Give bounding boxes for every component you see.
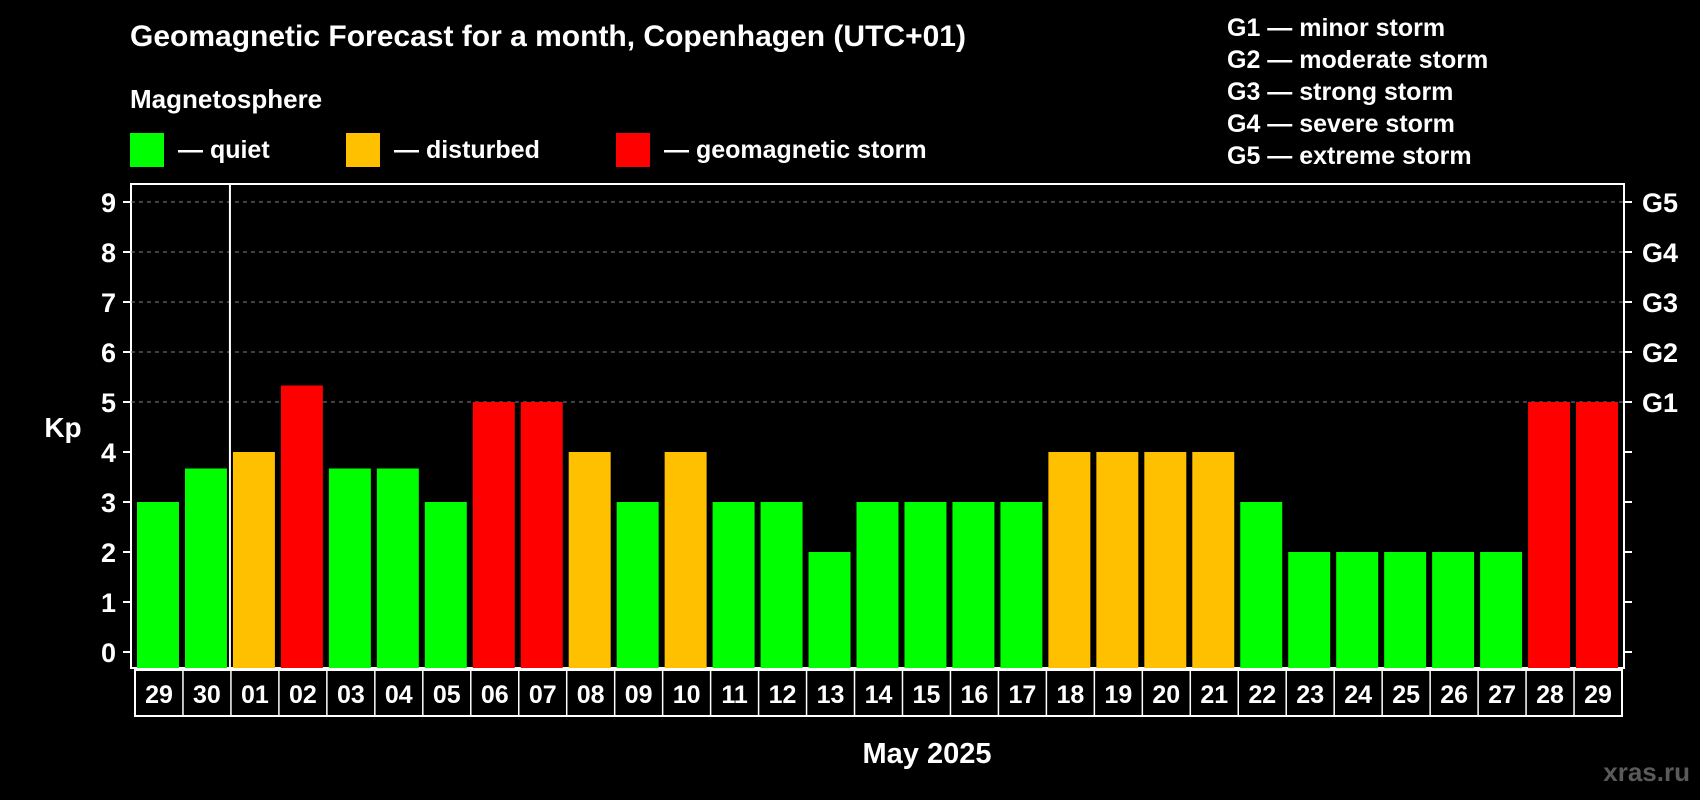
x-tick-label: 29	[1584, 681, 1612, 709]
x-tick-label: 11	[721, 681, 748, 709]
bar-29	[1528, 402, 1571, 668]
legend-item-disturbed: — disturbed	[346, 133, 540, 167]
x-tick-label: 15	[913, 681, 941, 709]
x-tick-label: 10	[673, 681, 701, 709]
x-tick-label: 06	[481, 681, 509, 709]
bar-0	[137, 502, 179, 668]
legend-label-quiet: — quiet	[178, 135, 270, 164]
bar-12	[712, 502, 755, 668]
bar-30	[1576, 402, 1618, 668]
bar-13	[760, 502, 803, 668]
x-tick-label: 24	[1344, 681, 1372, 709]
bar-9	[568, 452, 611, 668]
storm-level-g4: G4 — severe storm	[1227, 110, 1455, 138]
legend-swatch-storm	[616, 133, 650, 167]
bar-10	[616, 502, 659, 668]
bar-8	[520, 402, 563, 668]
x-tick-label: 23	[1296, 681, 1324, 709]
right-axis-label: G3	[1642, 288, 1678, 318]
legend-label-disturbed: — disturbed	[394, 135, 540, 164]
bar-4	[328, 468, 371, 668]
bar-16	[904, 502, 947, 668]
y-tick-label: 0	[101, 638, 116, 668]
y-tick-label: 4	[101, 438, 116, 468]
x-tick-label: 12	[769, 681, 797, 709]
y-tick-label: 9	[101, 188, 116, 218]
x-tick-label: 05	[433, 681, 461, 709]
x-axis-label: May 2025	[863, 738, 992, 770]
legend-heading: Magnetosphere	[130, 84, 323, 114]
bar-15	[856, 502, 899, 668]
bar-7	[472, 402, 515, 668]
legend-swatch-disturbed	[346, 133, 380, 167]
x-label-box	[134, 669, 1623, 717]
storm-level-legend: G1 — minor storm G2 — moderate storm G3 …	[1227, 12, 1488, 172]
right-axis-label: G2	[1642, 338, 1678, 368]
x-tick-label: 02	[289, 681, 317, 709]
x-tick-label: 21	[1200, 681, 1228, 709]
bar-27	[1432, 552, 1475, 668]
bar-24	[1288, 552, 1331, 668]
x-tick-label: 27	[1488, 681, 1516, 709]
legend-item-storm: — geomagnetic storm	[616, 133, 927, 167]
legend-label-storm: — geomagnetic storm	[664, 135, 927, 164]
chart-title: Geomagnetic Forecast for a month, Copenh…	[130, 20, 966, 53]
x-tick-label: 19	[1104, 681, 1132, 709]
x-tick-label: 14	[865, 681, 893, 709]
x-tick-label: 13	[817, 681, 845, 709]
x-tick-label: 08	[577, 681, 605, 709]
storm-level-g5: G5 — extreme storm	[1227, 142, 1472, 170]
x-tick-label: 09	[625, 681, 653, 709]
bar-3	[280, 385, 323, 668]
storm-level-g2: G2 — moderate storm	[1227, 46, 1489, 74]
bar-20	[1096, 452, 1139, 668]
legend-item-quiet: — quiet	[130, 133, 270, 167]
x-tick-label: 04	[385, 681, 413, 709]
x-tick-label: 25	[1392, 681, 1420, 709]
legend-swatch-quiet	[130, 133, 164, 167]
x-tick-label: 03	[337, 681, 365, 709]
bar-26	[1384, 552, 1427, 668]
bar-28	[1480, 552, 1523, 668]
bar-18	[1000, 502, 1043, 668]
bar-21	[1144, 452, 1187, 668]
bar-19	[1048, 452, 1091, 668]
y-tick-label: 3	[101, 488, 116, 518]
bar-5	[376, 468, 419, 668]
y-tick-label: 2	[101, 538, 116, 568]
bar-22	[1192, 452, 1235, 668]
x-tick-label: 07	[529, 681, 557, 709]
bar-2	[232, 452, 275, 668]
y-tick-label: 5	[101, 388, 116, 418]
right-axis-label: G4	[1642, 238, 1678, 268]
y-tick-label: 8	[101, 238, 116, 268]
y-tick-label: 6	[101, 338, 116, 368]
right-axis-label: G5	[1642, 188, 1678, 218]
bar-25	[1336, 552, 1379, 668]
right-axis-label: G1	[1642, 388, 1678, 418]
bar-6	[424, 502, 467, 668]
x-tick-label: 20	[1152, 681, 1180, 709]
x-tick-label: 29	[145, 681, 173, 709]
bar-11	[664, 452, 707, 668]
x-tick-label: 30	[193, 681, 221, 709]
bar-1	[184, 468, 227, 668]
y-tick-label: 1	[101, 588, 116, 618]
x-tick-label: 18	[1056, 681, 1084, 709]
x-tick-label: 01	[241, 681, 269, 709]
x-tick-label: 28	[1536, 681, 1564, 709]
storm-level-g3: G3 — strong storm	[1227, 78, 1454, 106]
y-axis-label: Kp	[44, 412, 81, 443]
x-tick-label: 16	[961, 681, 989, 709]
x-tick-label: 22	[1248, 681, 1276, 709]
bar-17	[952, 502, 995, 668]
x-tick-label: 17	[1008, 681, 1036, 709]
watermark: xras.ru	[1603, 757, 1690, 787]
y-tick-label: 7	[101, 288, 116, 318]
bar-14	[808, 552, 851, 668]
bar-23	[1240, 502, 1283, 668]
storm-level-g1: G1 — minor storm	[1227, 14, 1446, 42]
x-tick-label: 26	[1440, 681, 1468, 709]
